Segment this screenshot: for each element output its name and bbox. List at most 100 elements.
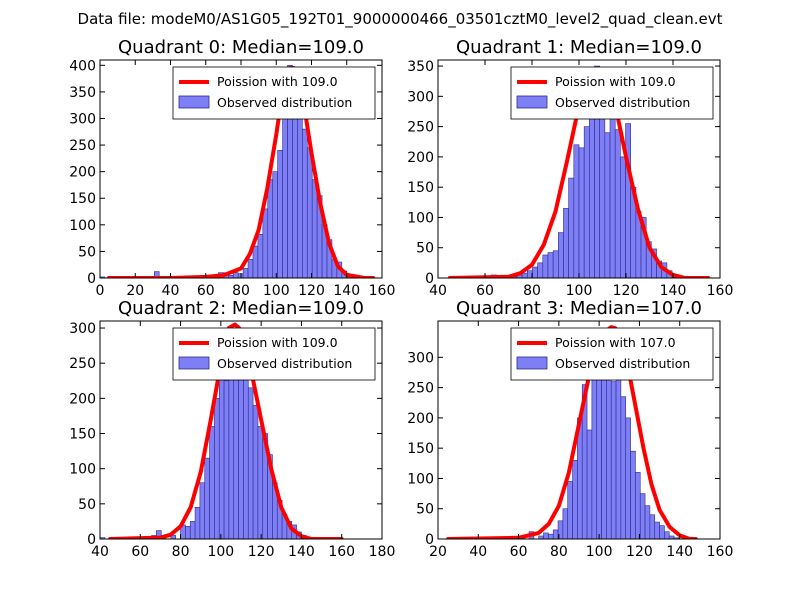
histogram-bar: [247, 387, 254, 539]
histogram-bar: [302, 128, 308, 278]
x-tick-label: 60: [476, 283, 494, 299]
legend-box: [510, 327, 714, 381]
x-tick-label: 160: [369, 283, 396, 299]
histogram-bar: [552, 250, 559, 278]
histogram-bar: [189, 521, 196, 539]
histogram-bar: [272, 171, 278, 278]
poisson-curve: [108, 322, 344, 539]
x-tick-label: 160: [707, 283, 734, 299]
y-tick-label: 200: [407, 150, 434, 166]
x-tick-label: 40: [91, 544, 109, 560]
histogram-bar: [589, 114, 595, 278]
x-tick-label: 40: [469, 544, 487, 560]
x-tick-label: 140: [333, 283, 360, 299]
histogram-bar: [620, 156, 626, 278]
panel-quadrant-0: Quadrant 0: Median=109.0 0 20 40 60 80 100 120 1…: [69, 37, 395, 299]
y-tick-label: 200: [69, 165, 96, 181]
x-tick-label: 160: [328, 544, 355, 560]
histogram-bar: [604, 132, 611, 278]
histogram-bar: [644, 505, 651, 539]
histogram-bar: [562, 508, 569, 539]
x-tick-label: 80: [523, 283, 541, 299]
histogram-bar: [100, 537, 106, 539]
x-tick-label: 20: [429, 544, 447, 560]
histogram-bar: [572, 459, 578, 539]
legend-label-observed: Observed distribution: [555, 95, 690, 110]
legend-label-observed: Observed distribution: [555, 356, 690, 371]
histogram-bar: [537, 262, 544, 278]
x-tick-label: 120: [613, 283, 640, 299]
y-tick-label: 300: [407, 350, 434, 366]
y-tick-label: 50: [78, 244, 96, 260]
histogram-bar: [542, 254, 549, 278]
histogram-bar: [532, 266, 538, 278]
x-tick-label: 100: [207, 544, 234, 560]
legend-label-poisson: Poission with 107.0: [555, 335, 676, 350]
y-tick-label: 50: [416, 241, 434, 257]
y-tick-label: 100: [407, 210, 434, 226]
x-tick-label: 60: [510, 544, 528, 560]
histogram-bar: [586, 429, 593, 539]
histogram-bar: [599, 93, 606, 278]
histogram-bar: [232, 272, 239, 278]
histogram-bar: [610, 381, 617, 539]
histogram-bar: [311, 179, 318, 278]
histogram-bar: [659, 525, 665, 539]
figure-title: Data file: modeM0/AS1G05_192T01_90000004…: [78, 10, 723, 29]
x-tick-label: 140: [288, 544, 315, 560]
legend: Poission with 107.0 Observed distribution: [510, 327, 714, 381]
y-tick-label: 0: [425, 532, 434, 548]
panel-quadrant-2: Quadrant 2: Median=109.0 40 60 80 100 120 140 1…: [69, 298, 395, 560]
panel-quadrant-3: Quadrant 3: Median=107.0 20 40 60 80 100 120 14…: [407, 298, 733, 560]
histogram-bar: [563, 208, 569, 278]
panel-title: Quadrant 1: Median=109.0: [456, 37, 702, 58]
histogram-bar: [282, 115, 288, 278]
y-tick-label: 100: [69, 462, 96, 478]
histogram-bar: [223, 380, 230, 539]
y-tick-label: 150: [69, 427, 96, 443]
y-tick-label: 0: [87, 271, 96, 287]
legend: Poission with 109.0 Observed distribution: [172, 66, 376, 120]
x-tick-label: 120: [626, 544, 653, 560]
y-tick-label: 300: [407, 89, 434, 105]
histogram-bar: [614, 129, 621, 278]
histogram-bar: [277, 150, 283, 278]
y-tick-label: 300: [69, 111, 96, 127]
legend: Poission with 109.0 Observed distribution: [510, 66, 714, 120]
histogram-bar: [306, 147, 313, 278]
histogram-bar: [243, 369, 249, 539]
legend-label-observed: Observed distribution: [217, 95, 352, 110]
histogram-bar: [568, 177, 575, 278]
legend-box: [510, 66, 714, 120]
x-tick-label: 160: [707, 544, 734, 560]
histogram-bar: [543, 532, 549, 539]
histogram-bar: [233, 355, 239, 539]
histogram-bar: [664, 531, 670, 539]
y-tick-label: 150: [69, 191, 96, 207]
histogram-bar: [247, 259, 254, 278]
histogram-bar: [185, 526, 191, 539]
histogram-bar: [583, 126, 590, 278]
legend-label-poisson: Poission with 109.0: [217, 335, 338, 350]
histogram-bar: [596, 378, 602, 539]
x-tick-label: 80: [232, 283, 250, 299]
x-tick-label: 20: [126, 283, 144, 299]
y-tick-label: 250: [69, 138, 96, 154]
histogram-bar: [194, 507, 201, 539]
legend: Poission with 109.0 Observed distribution: [172, 327, 376, 381]
x-tick-label: 100: [566, 283, 593, 299]
x-tick-label: 100: [586, 544, 613, 560]
y-tick-label: 350: [407, 59, 434, 75]
y-tick-label: 100: [407, 471, 434, 487]
histogram-bar: [654, 521, 660, 539]
x-tick-label: 100: [263, 283, 290, 299]
y-tick-label: 100: [69, 218, 96, 234]
x-tick-label: 80: [550, 544, 568, 560]
histogram-bar: [252, 245, 259, 278]
x-tick-label: 80: [172, 544, 190, 560]
y-tick-label: 150: [407, 441, 434, 457]
y-tick-label: 350: [69, 85, 96, 101]
histogram-bar: [257, 234, 264, 278]
histogram-bar: [214, 398, 220, 539]
